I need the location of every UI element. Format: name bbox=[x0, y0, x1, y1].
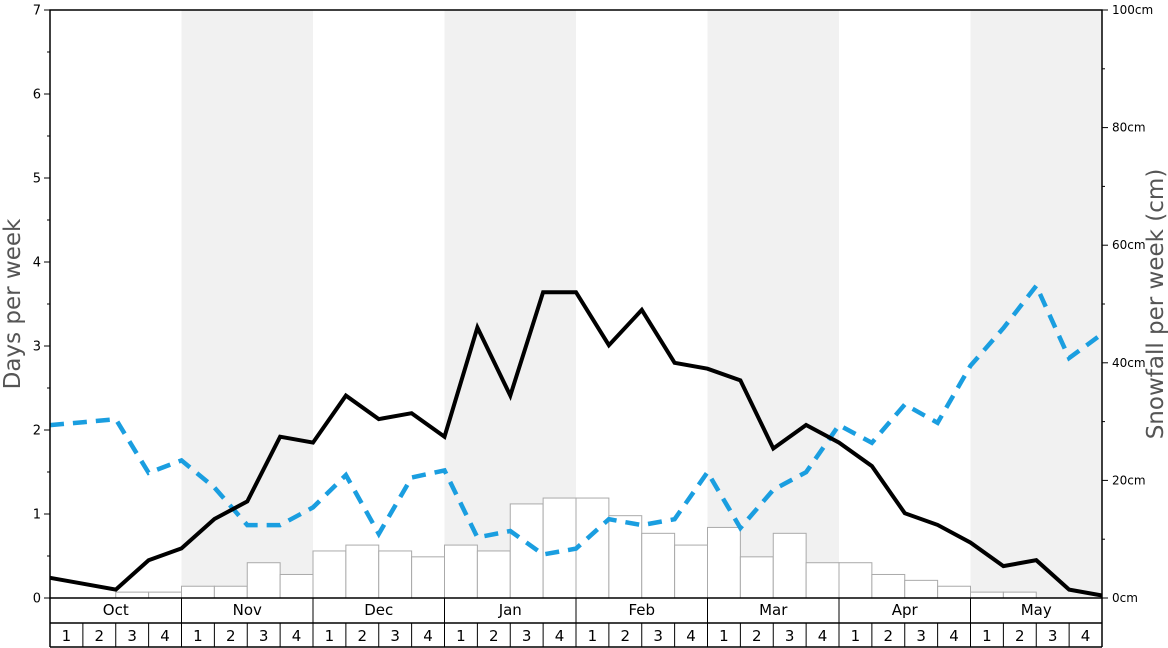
snowfall-bar bbox=[1002, 591, 1037, 599]
snowfall-bar bbox=[871, 573, 906, 599]
snowfall-bar bbox=[805, 562, 840, 599]
snowfall-bar bbox=[707, 526, 741, 599]
snowfall-bar bbox=[115, 591, 150, 599]
week-label: 4 bbox=[423, 627, 433, 645]
week-label: 2 bbox=[621, 627, 631, 645]
week-label: 1 bbox=[719, 627, 729, 645]
snowfall-bar bbox=[181, 585, 215, 599]
dashed-series-line bbox=[49, 281, 1104, 557]
week-label: 2 bbox=[1015, 627, 1025, 645]
week-label: 2 bbox=[489, 627, 499, 645]
left-tick-label: 2 bbox=[33, 424, 41, 439]
left-axis-title: Days per week bbox=[0, 218, 26, 389]
week-label: 2 bbox=[752, 627, 762, 645]
snowfall-bar bbox=[213, 585, 248, 599]
week-label: 1 bbox=[62, 627, 72, 645]
month-label: Nov bbox=[233, 601, 262, 619]
right-tick-label: 60cm bbox=[1112, 238, 1146, 252]
left-tick-label: 7 bbox=[33, 4, 41, 19]
snowfall-bar bbox=[411, 556, 445, 599]
snowfall-bar bbox=[444, 544, 478, 599]
snowfall-bar bbox=[674, 544, 708, 599]
week-label: 1 bbox=[456, 627, 466, 645]
week-label: 4 bbox=[555, 627, 565, 645]
month-label: May bbox=[1021, 601, 1052, 619]
week-label: 3 bbox=[390, 627, 400, 645]
week-label: 3 bbox=[916, 627, 926, 645]
snowfall-bar bbox=[904, 579, 939, 599]
month-label: Dec bbox=[364, 601, 393, 619]
snowfall-bar bbox=[641, 532, 676, 599]
snowfall-bar bbox=[838, 562, 873, 599]
snowfall-bar bbox=[970, 591, 1004, 599]
right-axis: 0cm 20cm 40cm 60cm 80cm 100cm bbox=[1102, 3, 1153, 605]
snowfall-bar bbox=[312, 550, 347, 599]
week-label: 4 bbox=[949, 627, 959, 645]
left-axis: 0 1 2 3 4 5 6 7 bbox=[33, 4, 50, 607]
month-shading bbox=[181, 10, 1102, 598]
right-tick-label: 20cm bbox=[1112, 473, 1146, 487]
week-label: 4 bbox=[160, 627, 170, 645]
shade-mar bbox=[707, 10, 839, 598]
snowfall-bar bbox=[575, 497, 610, 599]
left-tick-label: 0 bbox=[33, 592, 41, 607]
snowfall-bar bbox=[772, 532, 807, 599]
week-label: 2 bbox=[95, 627, 105, 645]
week-label: 4 bbox=[1081, 627, 1091, 645]
week-label: 1 bbox=[851, 627, 861, 645]
month-label: Mar bbox=[759, 601, 788, 619]
snowfall-bar bbox=[739, 556, 774, 599]
week-label: 3 bbox=[1048, 627, 1058, 645]
week-label: 1 bbox=[325, 627, 335, 645]
solid-series-line bbox=[49, 290, 1103, 598]
week-label: 2 bbox=[884, 627, 894, 645]
snowfall-bars bbox=[115, 497, 1037, 599]
week-label: 3 bbox=[259, 627, 269, 645]
month-label: Feb bbox=[628, 601, 655, 619]
left-tick-label: 6 bbox=[33, 88, 41, 103]
week-label: 1 bbox=[588, 627, 598, 645]
snowfall-bar bbox=[345, 544, 380, 599]
shade-may bbox=[970, 10, 1102, 598]
snowfall-bar bbox=[509, 503, 544, 599]
shade-nov bbox=[181, 10, 313, 598]
snowfall-bar bbox=[246, 562, 281, 599]
right-tick-label: 100cm bbox=[1112, 3, 1153, 17]
right-tick-label: 40cm bbox=[1112, 356, 1146, 370]
week-label: 3 bbox=[785, 627, 795, 645]
left-tick-label: 1 bbox=[33, 508, 41, 523]
right-tick-label: 0cm bbox=[1112, 591, 1138, 605]
month-label: Oct bbox=[103, 601, 129, 619]
snowfall-bar bbox=[937, 585, 971, 599]
month-label: Jan bbox=[498, 601, 522, 619]
snowfall-bar bbox=[279, 573, 314, 599]
week-label: 3 bbox=[127, 627, 137, 645]
week-label: 2 bbox=[358, 627, 368, 645]
week-label: 4 bbox=[818, 627, 828, 645]
week-label: 3 bbox=[522, 627, 532, 645]
left-tick-label: 4 bbox=[33, 256, 41, 271]
snowfall-bar bbox=[608, 515, 643, 599]
x-axis: Oct 1 2 3 4 Nov 1 2 3 4 Dec 1 2 3 4 Jan 1 2 3 4 Feb 1 2 3 4 Mar 1 2… bbox=[49, 598, 1103, 648]
week-label: 4 bbox=[686, 627, 696, 645]
week-label: 3 bbox=[653, 627, 663, 645]
week-label: 1 bbox=[193, 627, 203, 645]
month-label: Apr bbox=[892, 601, 919, 619]
snowfall-bar bbox=[476, 550, 511, 599]
left-tick-label: 5 bbox=[33, 172, 41, 187]
week-label: 1 bbox=[982, 627, 992, 645]
snowfall-bar bbox=[148, 591, 182, 599]
week-label: 4 bbox=[292, 627, 302, 645]
left-tick-label: 3 bbox=[33, 340, 41, 355]
right-tick-label: 80cm bbox=[1112, 121, 1146, 135]
week-label: 2 bbox=[226, 627, 236, 645]
right-axis-title: Snowfall per week (cm) bbox=[1143, 169, 1168, 440]
snowfall-bar bbox=[378, 550, 413, 599]
